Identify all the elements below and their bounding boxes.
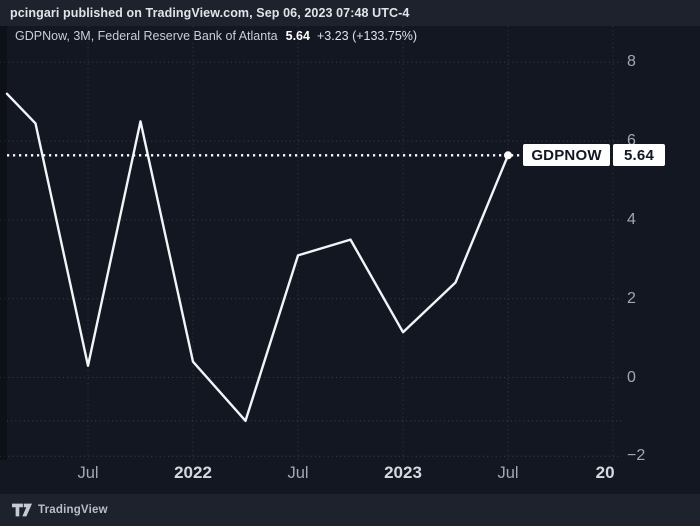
- pane-left-shade: [0, 26, 7, 460]
- time-axis-tick: 2022: [174, 463, 212, 482]
- price-axis-tick: −2: [627, 447, 646, 465]
- price-axis-tick: 2: [627, 289, 636, 307]
- gdpnow-line: [5, 92, 510, 422]
- series-title: GDPNow, 3M, Federal Reserve Bank of Atla…: [15, 29, 278, 43]
- tradingview-logo-icon: [12, 503, 32, 517]
- time-axis-tick: Jul: [497, 464, 519, 482]
- time-axis-tick: Jul: [77, 464, 99, 482]
- price-axis-tick: 4: [627, 210, 636, 228]
- series-last-value: 5.64: [285, 29, 310, 43]
- brand-link[interactable]: TradingView: [12, 503, 108, 517]
- brand-bar: TradingView: [0, 494, 700, 526]
- price-axis-tick: 6: [627, 132, 636, 150]
- series-change: +3.23 (+133.75%): [316, 29, 418, 43]
- last-point-marker: [504, 151, 512, 160]
- attribution-bar: pcingari published on TradingView.com, S…: [0, 0, 700, 26]
- price-label-name: GDPNOW: [523, 144, 610, 166]
- time-axis-tick: Jul: [287, 464, 309, 482]
- time-axis-tick: 20: [595, 463, 615, 482]
- price-axis-tick: 0: [627, 368, 636, 386]
- price-label-flag: GDPNOW 5.64: [523, 144, 665, 166]
- price-axis-tick: 8: [627, 53, 636, 71]
- price-label-value: 5.64: [613, 144, 665, 166]
- attribution-text: pcingari published on TradingView.com, S…: [10, 6, 410, 20]
- series-legend[interactable]: GDPNow, 3M, Federal Reserve Bank of Atla…: [15, 29, 417, 43]
- brand-text: TradingView: [38, 504, 108, 516]
- time-axis-tick: 2023: [384, 463, 422, 482]
